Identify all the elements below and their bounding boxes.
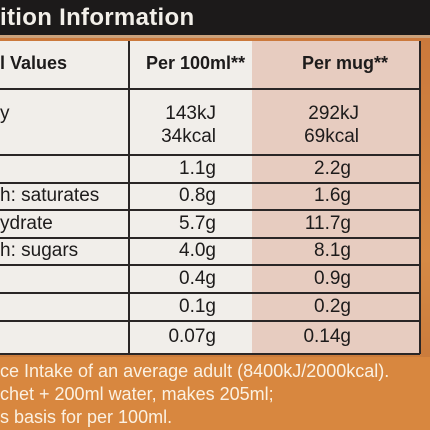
cell-per-100ml: 0.1g <box>179 296 216 317</box>
cell-per-mug: 69kcal <box>304 126 359 147</box>
footer-line: ce Intake of an average adult (8400kJ/20… <box>0 361 390 381</box>
footer-line: chet + 200ml water, makes 205ml; <box>0 384 274 404</box>
row-label: h: saturates <box>0 185 100 206</box>
cell-per-mug: 11.7g <box>304 213 351 234</box>
header-band: ition Information <box>0 0 430 38</box>
row-label: h: sugars <box>0 240 79 261</box>
row-label: y <box>0 103 10 124</box>
cell-per-mug: 1.6g <box>314 185 351 206</box>
cell-per-100ml: 0.07g <box>168 326 216 347</box>
cell-per-mug: 0.9g <box>314 268 351 289</box>
header-title: ition Information <box>0 4 195 31</box>
header-per-mug: Per mug** <box>302 53 389 73</box>
table-divider <box>0 209 420 211</box>
per-mug-column-highlight <box>252 41 420 354</box>
table-divider <box>0 353 420 355</box>
header-nutrient: l Values <box>0 53 68 73</box>
cell-per-100ml: 0.8g <box>179 185 216 206</box>
table-divider <box>0 264 420 266</box>
cell-per-100ml: 143kJ <box>165 103 216 124</box>
table-divider <box>0 292 420 294</box>
header-per-100ml: Per 100ml** <box>146 53 246 73</box>
cell-per-mug: 292kJ <box>308 103 359 124</box>
row-label: ydrate <box>0 213 53 234</box>
column-divider <box>128 41 130 354</box>
cell-per-mug: 2.2g <box>314 158 351 179</box>
cell-per-100ml: 1.1g <box>179 158 216 179</box>
table-divider <box>0 320 420 322</box>
table-divider <box>0 88 420 90</box>
cell-per-mug: 0.14g <box>303 326 351 347</box>
cell-per-100ml: 5.7g <box>179 213 216 234</box>
column-divider <box>419 41 421 354</box>
footer-notes: ce Intake of an average adult (8400kJ/20… <box>0 357 430 430</box>
table-divider <box>0 237 420 239</box>
cell-per-100ml: 4.0g <box>179 240 216 261</box>
footer-line: s basis for per 100ml. <box>0 407 173 427</box>
table-divider <box>0 182 420 184</box>
cell-per-100ml: 34kcal <box>161 126 216 147</box>
table-divider <box>0 154 420 156</box>
cell-per-mug: 8.1g <box>314 240 351 261</box>
cell-per-100ml: 0.4g <box>179 268 216 289</box>
cell-per-mug: 0.2g <box>314 296 351 317</box>
